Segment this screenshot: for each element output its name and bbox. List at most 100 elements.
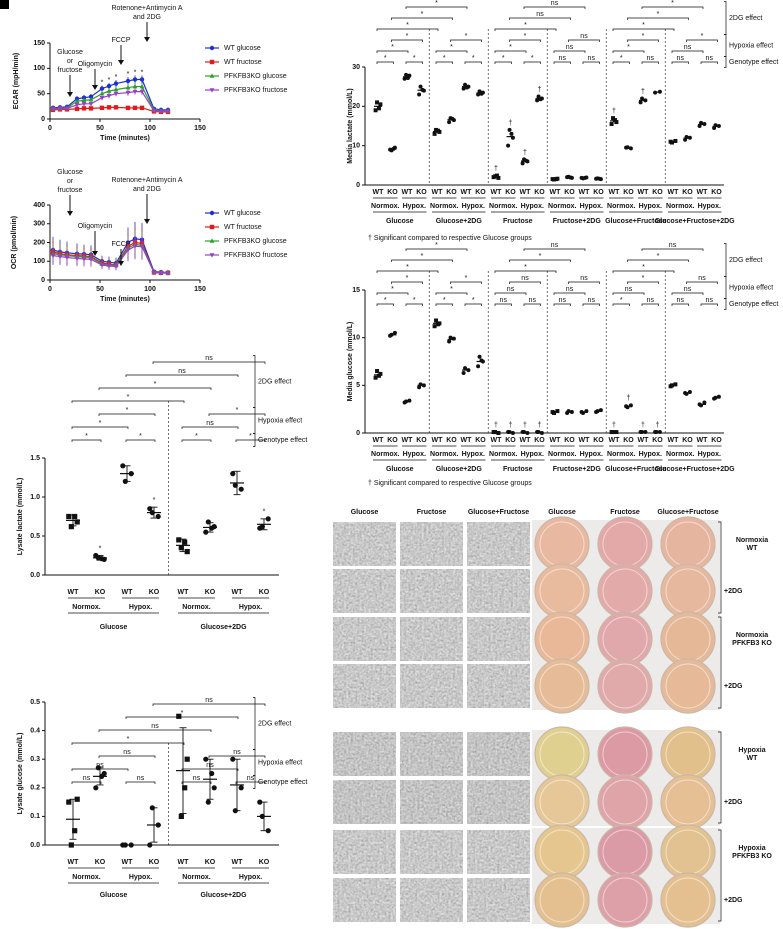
data-point xyxy=(176,713,182,719)
bracket xyxy=(612,50,645,53)
effect-label: Hypoxia effect xyxy=(729,42,773,49)
data-point xyxy=(373,375,378,380)
group-label: Fructose xyxy=(503,218,533,225)
marker xyxy=(113,105,119,110)
x-tick-label: KO xyxy=(593,189,604,196)
bracket xyxy=(700,303,718,306)
significance-marker: * xyxy=(153,497,156,504)
legend-label: PFKFB3KO glucose xyxy=(224,238,287,245)
data-point xyxy=(702,400,707,405)
group-label: Glucose+2DG xyxy=(436,466,483,473)
micrograph-texture xyxy=(467,878,530,922)
x-tick-label: KO xyxy=(534,189,545,196)
y-tick-label: 15 xyxy=(352,287,360,294)
data-point xyxy=(432,324,437,329)
bracket-label: ns xyxy=(500,297,508,304)
bracket-label: * xyxy=(465,275,468,282)
bracket-label: * xyxy=(127,736,130,743)
bracket-label: ns xyxy=(588,55,596,62)
bracket xyxy=(125,716,239,719)
group-label: Glucose+Fructose+2DG xyxy=(655,466,735,473)
x-tick-label: WT xyxy=(68,859,80,866)
x-tick-label: 0 xyxy=(48,286,52,293)
data-point xyxy=(203,529,209,535)
y-axis-label: Lysate glucose (mmol/L) xyxy=(17,733,24,815)
x-axis-label: Time (minutes) xyxy=(100,135,150,142)
bracket-label: * xyxy=(435,0,438,7)
marker xyxy=(81,257,87,262)
y-tick-label: 0.2 xyxy=(30,785,40,792)
bracket xyxy=(627,39,659,42)
arrow-head xyxy=(118,60,124,65)
row-label: +2DG xyxy=(724,897,743,904)
x-tick-label: WT xyxy=(491,189,503,196)
annotation: and 2DG xyxy=(133,186,161,193)
bracket xyxy=(450,281,482,284)
group-label: Glucose xyxy=(386,466,414,473)
bracket xyxy=(494,270,557,273)
data-point xyxy=(184,549,190,555)
group-label: Fructose xyxy=(503,466,533,473)
x-tick-label: KO xyxy=(623,437,634,444)
condition-label: Hypox. xyxy=(239,874,262,881)
marker xyxy=(209,59,215,65)
bracket xyxy=(181,426,239,429)
condition-label: Normox. xyxy=(430,451,458,458)
well-inner xyxy=(539,829,585,875)
bracket-label: ns xyxy=(233,749,241,756)
marker xyxy=(113,81,119,86)
row-brace xyxy=(718,521,722,614)
marker xyxy=(50,107,56,112)
data-point xyxy=(375,369,380,374)
bracket xyxy=(435,61,453,64)
marker xyxy=(113,264,119,270)
x-tick-label: WT xyxy=(373,189,385,196)
y-tick-label: 0.5 xyxy=(30,533,40,540)
data-point xyxy=(555,409,560,414)
marker xyxy=(88,106,94,111)
condition-label: Normox. xyxy=(548,451,576,458)
bracket xyxy=(509,17,571,20)
y-tick-label: 0 xyxy=(41,277,45,284)
y-tick-label: 300 xyxy=(33,221,45,228)
group-label: Glucose+Fructose+2DG xyxy=(655,218,735,225)
bracket-label: ns xyxy=(96,762,104,769)
bracket-label: * xyxy=(139,433,142,440)
x-tick-label: KO xyxy=(259,859,270,866)
legend-label: WT glucose xyxy=(224,45,261,52)
data-point xyxy=(178,545,184,551)
bracket-label: * xyxy=(406,22,409,29)
x-tick-label: WT xyxy=(491,437,503,444)
bracket xyxy=(641,303,659,306)
x-tick-label: WT xyxy=(550,189,562,196)
micrograph-texture xyxy=(467,522,530,566)
significance-marker: † xyxy=(656,422,660,429)
marker xyxy=(165,109,171,115)
bracket xyxy=(686,39,718,42)
bracket-label: * xyxy=(391,44,394,51)
legend-label: PFKFB3KO fructose xyxy=(224,252,288,259)
data-point xyxy=(432,131,437,136)
bracket-label: * xyxy=(406,33,409,40)
marker xyxy=(125,78,131,84)
micrograph-texture xyxy=(333,830,396,874)
column-header: Glucose xyxy=(548,509,576,516)
bracket-label: * xyxy=(524,22,527,29)
marker xyxy=(106,105,112,110)
bracket-label: * xyxy=(413,297,416,304)
data-point xyxy=(68,524,74,530)
x-tick-label: KO xyxy=(446,189,457,196)
x-axis-label: Time (minutes) xyxy=(100,296,150,303)
bracket-label: * xyxy=(531,55,534,62)
y-tick-label: 150 xyxy=(33,40,45,47)
condition-label: Normox. xyxy=(371,203,399,210)
y-tick-label: 0.3 xyxy=(30,756,40,763)
y-axis-label: Media lactate (mmol/L) xyxy=(347,88,354,163)
x-tick-label: KO xyxy=(416,189,427,196)
row-label: Normoxia xyxy=(736,632,768,639)
well-inner xyxy=(602,829,648,875)
bracket xyxy=(523,248,586,251)
effect-label: Genotype effect xyxy=(729,301,778,308)
data-point xyxy=(211,785,217,791)
bracket xyxy=(568,39,600,42)
